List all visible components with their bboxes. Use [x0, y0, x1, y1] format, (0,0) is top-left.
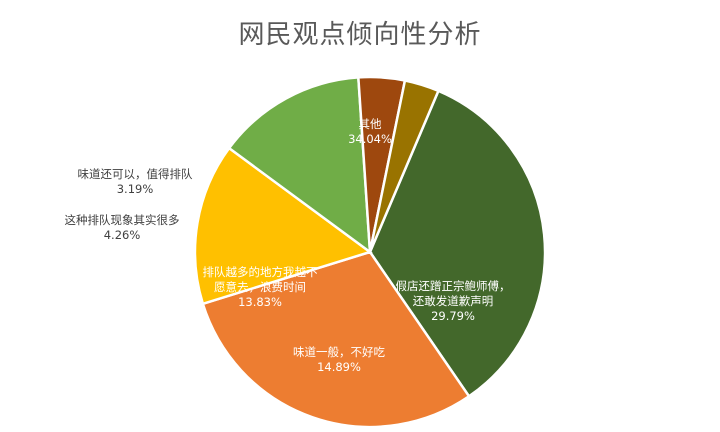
slice-label: 味道还可以，值得排队 3.19% [78, 167, 193, 196]
slice-category-label: 味道一般，不好吃 [293, 345, 385, 359]
slice-value-label: 14.89% [317, 360, 361, 374]
slice-category-label: 其他 [359, 117, 382, 131]
slice-value-label: 13.83% [238, 295, 282, 309]
pie-slice [368, 89, 547, 399]
slice-value-label: 3.19% [117, 182, 154, 196]
slice-category-label: 这种排队现象其实很多 [65, 213, 180, 227]
slice-label: 这种排队现象其实很多 4.26% [65, 213, 180, 242]
slice-category-label: 假店还蹭正宗鲍师傅， [396, 279, 511, 293]
slice-label: 假店还蹭正宗鲍师傅，还敢发道歉声明 29.79% [396, 279, 511, 323]
slice-category-label: 味道还可以，值得排队 [78, 167, 193, 181]
pie-slice [368, 79, 441, 253]
slice-label: 排队越多的地方我越不愿意去，浪费时间 13.83% [203, 265, 318, 309]
slice-label: 其他 34.04% [348, 117, 392, 146]
slice-category-label: 愿意去，浪费时间 [214, 280, 306, 294]
slice-category-label: 还敢发道歉声明 [413, 294, 494, 308]
pie-slice [193, 146, 373, 306]
pie-slice [201, 250, 471, 429]
slice-value-label: 4.26% [104, 228, 141, 242]
slice-category-label: 排队越多的地方我越不 [203, 265, 318, 279]
slice-value-label: 34.04% [348, 132, 392, 146]
chart-title: 网民观点倾向性分析 [238, 20, 482, 50]
pie-slice [227, 76, 372, 255]
slice-label: 味道一般，不好吃 14.89% [293, 345, 385, 374]
slice-value-label: 29.79% [431, 309, 475, 323]
